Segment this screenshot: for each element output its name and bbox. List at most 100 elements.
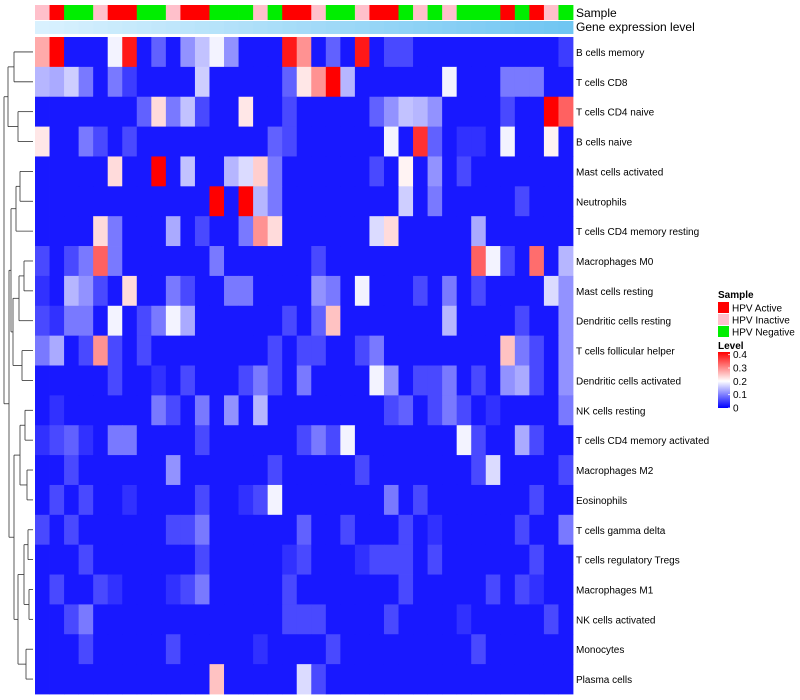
heatmap-cell: [194, 634, 210, 665]
heatmap-cell: [93, 96, 109, 127]
sample-annotation-cell: [514, 5, 530, 20]
heatmap-cell: [383, 275, 399, 307]
heatmap-cell: [253, 484, 269, 516]
heatmap-cell: [543, 664, 559, 695]
heatmap-cell: [151, 544, 167, 575]
heatmap-cell: [543, 37, 559, 68]
heatmap-cell: [238, 96, 254, 127]
heatmap-cell: [325, 96, 341, 127]
heatmap-cell: [180, 544, 196, 575]
heatmap-cell: [514, 275, 530, 307]
heatmap-cell: [282, 544, 298, 575]
heatmap-cell: [398, 246, 414, 277]
heatmap-cell: [224, 514, 239, 546]
heatmap-cell: [78, 126, 94, 157]
row-label: NK cells resting: [576, 406, 645, 417]
heatmap-cell: [165, 96, 181, 127]
heatmap-cell: [165, 66, 181, 98]
heatmap-cell: [354, 156, 370, 187]
heatmap-cell: [49, 514, 65, 546]
heatmap-cell: [35, 335, 50, 366]
heatmap-cell: [558, 455, 574, 486]
heatmap-cell: [398, 305, 414, 337]
heatmap-cell: [442, 484, 458, 516]
heatmap-cell: [543, 484, 559, 516]
heatmap-cell: [180, 634, 196, 665]
heatmap-cell: [500, 544, 516, 575]
heatmap-cell: [78, 305, 94, 337]
heatmap-cell: [194, 365, 210, 396]
heatmap-cell: [165, 275, 181, 307]
heatmap-cell: [369, 216, 385, 247]
heatmap-cell: [398, 37, 414, 68]
heatmap-cell: [427, 365, 443, 396]
heatmap-cell: [543, 275, 559, 307]
heatmap-cell: [93, 455, 109, 486]
heatmap-cell: [485, 335, 501, 366]
heatmap-cell: [311, 634, 327, 665]
heatmap-cell: [78, 425, 94, 456]
heatmap-cell: [500, 96, 516, 127]
heatmap-cell: [267, 186, 283, 217]
heatmap-cell: [194, 156, 210, 187]
sample-annotation-cell: [354, 5, 370, 20]
heatmap-cell: [282, 484, 298, 516]
heatmap-cell: [136, 126, 152, 157]
heatmap-cell: [107, 275, 123, 307]
heatmap-cell: [296, 574, 312, 605]
heatmap-cell: [165, 216, 181, 247]
heatmap-cell: [427, 664, 443, 695]
heatmap-cell: [122, 664, 138, 695]
heatmap-cell: [209, 544, 225, 575]
gene-annotation-cell: [238, 21, 254, 34]
heatmap-cell: [282, 246, 298, 277]
heatmap-cell: [558, 395, 574, 426]
heatmap-cell: [325, 395, 341, 426]
heatmap-cell: [543, 425, 559, 456]
heatmap-cell: [471, 335, 487, 366]
heatmap-cell: [267, 484, 283, 516]
heatmap-cell: [296, 66, 312, 98]
sample-annotation-bar: [35, 5, 574, 20]
heatmap-cell: [180, 216, 196, 247]
heatmap-cell: [529, 335, 545, 366]
heatmap-cell: [543, 455, 559, 486]
heatmap-cell: [64, 634, 80, 665]
heatmap-cell: [558, 425, 574, 456]
heatmap-cell: [93, 395, 109, 426]
gene-annotation-cell: [165, 21, 181, 34]
heatmap-cell: [282, 37, 298, 68]
heatmap-cell: [398, 604, 414, 635]
heatmap-cell: [136, 544, 152, 575]
heatmap-cell: [340, 395, 356, 426]
heatmap-cell: [514, 574, 530, 605]
heatmap-cell: [413, 604, 428, 635]
heatmap-cell: [296, 455, 312, 486]
heatmap-cell: [500, 246, 516, 277]
heatmap-cell: [238, 216, 254, 247]
sample-annotation-cell: [35, 5, 50, 20]
heatmap-cell: [340, 246, 356, 277]
heatmap-cell: [471, 305, 487, 337]
heatmap-cell: [180, 425, 196, 456]
row-label: T cells CD8: [576, 78, 628, 89]
heatmap-cell: [93, 425, 109, 456]
heatmap-cell: [78, 335, 94, 366]
heatmap-cell: [136, 574, 152, 605]
heatmap-cell: [354, 246, 370, 277]
heatmap-cell: [122, 96, 138, 127]
heatmap-cell: [529, 275, 545, 307]
heatmap-cell: [296, 275, 312, 307]
row-label: Monocytes: [576, 645, 624, 656]
gene-annotation-cell: [543, 21, 559, 34]
heatmap-cell: [369, 544, 385, 575]
heatmap-cell: [194, 246, 210, 277]
heatmap-cell: [413, 275, 428, 307]
gene-annotation-cell: [136, 21, 152, 34]
heatmap-cell: [296, 664, 312, 695]
heatmap-cell: [500, 305, 516, 337]
heatmap-cell: [165, 395, 181, 426]
heatmap-cell: [485, 156, 501, 187]
heatmap-cell: [471, 514, 487, 546]
heatmap-cell: [325, 246, 341, 277]
